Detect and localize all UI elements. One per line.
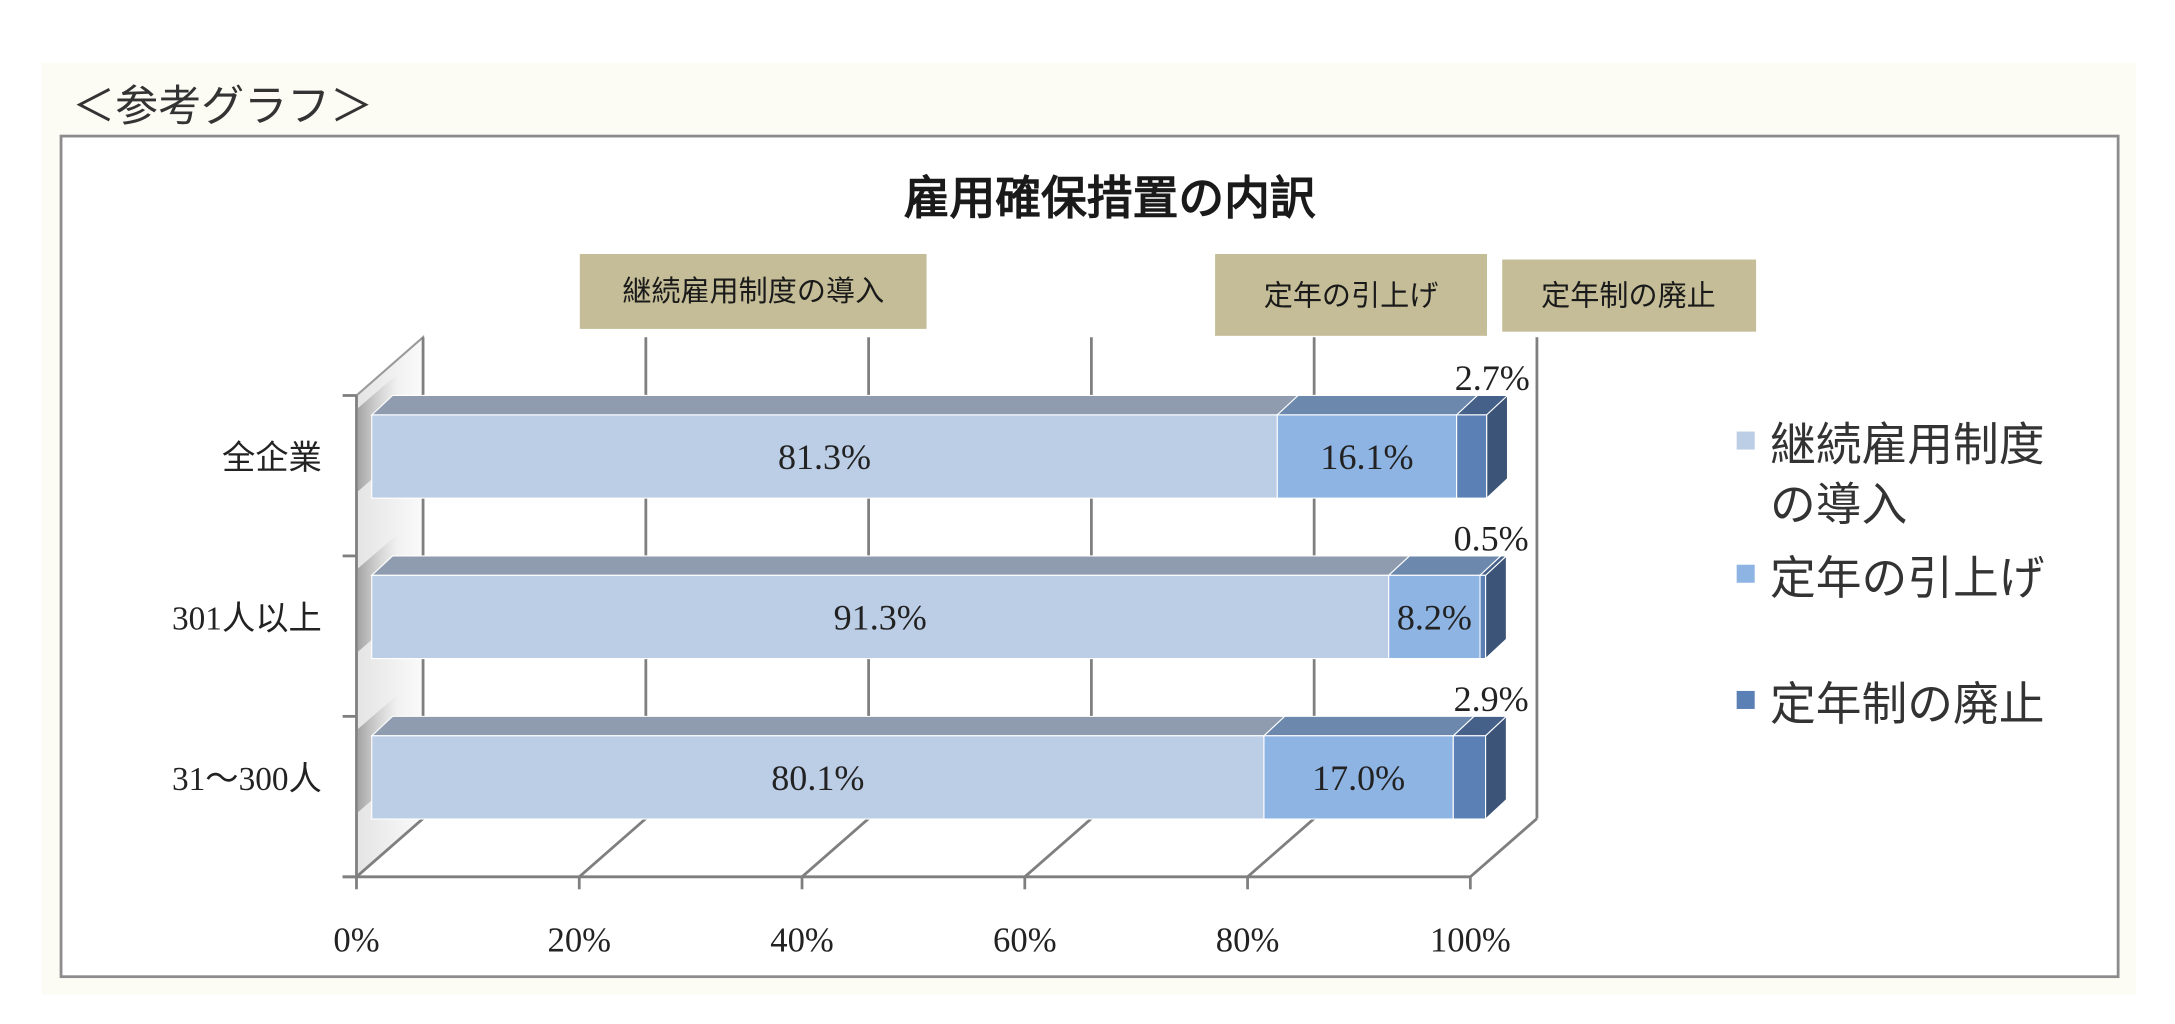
legend-swatch [1736,690,1755,709]
series-callout-2: 定年の引上げ [1215,253,1487,336]
bar-segment-side [1485,715,1507,821]
legend-entry-3: 定年制の廃止 [1736,679,2045,730]
floor-gridline [801,817,870,878]
x-tick-label: 20% [547,922,611,960]
data-label: 81.3% [778,437,871,477]
plot-area: 0% 20% 40% 60% 80% 100% 81.3% 16.1% 2.7% 全企業 91.3%… [172,334,1539,960]
floor-gridline [578,817,647,878]
bar-segment-top [370,715,1287,737]
floor-gridline [355,817,424,878]
bar-group-1: 81.3% 16.1% 2.7% [356,358,1530,500]
series-callout-box [579,253,927,329]
legend-label-line: の導入 [1770,479,1907,530]
category-label: 31～300人 [172,761,322,798]
floor-gridline [1246,817,1316,878]
chart-title: 雇用確保措置の内訳 [904,172,1316,225]
x-tick-label: 100% [1430,922,1511,960]
legend: 継続雇用制度 の導入 定年の引上げ 定年制の廃止 [1736,420,2045,730]
bar-segment-side [1485,554,1507,660]
data-label: 8.2% [1397,597,1472,637]
category-label: 全企業 [222,440,322,477]
bar-segment [1263,735,1454,820]
legend-label-line: 継続雇用制度 [1770,420,2045,471]
bar-segment-top [1262,715,1476,737]
x-tick-label: 60% [993,922,1057,960]
data-label: 16.1% [1320,437,1413,477]
legend-swatch [1736,431,1755,450]
data-label: 91.3% [834,597,927,637]
floor-gridline [1023,817,1093,878]
category-label: 301人以上 [172,600,322,637]
floor-gridline [1469,817,1538,878]
series-callout-3: 定年制の廃止 [1502,259,1757,332]
series-callout-box [1502,259,1757,332]
series-callout-box [1215,253,1487,336]
bar-segment-top [370,394,1300,416]
legend-label-line: 定年の引上げ [1770,553,2045,604]
legend-swatch [1736,564,1755,583]
series-callout-label: 継続雇用制度の導入 [622,275,884,308]
series-callout-label: 定年制の廃止 [1541,279,1716,312]
bar-segment [1276,414,1458,499]
bar-segment [1452,735,1487,820]
bar-segment-top [1275,394,1479,416]
bar-segment-side [1486,394,1509,500]
bar-segment-top [370,555,1411,576]
legend-entry-2: 定年の引上げ [1736,553,2045,604]
x-tick-label: 80% [1216,922,1280,960]
legend-entry-1: 継続雇用制度 の導入 [1736,420,2045,530]
data-label: 2.9% [1454,679,1529,719]
x-tick-label: 0% [333,922,379,960]
bar-segment [1456,414,1488,499]
data-label: 2.7% [1455,358,1530,398]
series-callout-1: 継続雇用制度の導入 [579,253,927,329]
bar-segment [371,735,1265,820]
data-label: 80.1% [771,758,864,798]
bar-segment [371,414,1278,499]
floor [356,818,1537,877]
bar-segment [371,574,1390,660]
bar-segment [1479,574,1487,660]
bar-group-3: 80.1% 17.0% 2.9% [356,679,1529,821]
bar-group-2: 91.3% 8.2% 0.5% [356,518,1529,660]
data-label: 0.5% [1454,518,1529,558]
series-callout-label: 定年の引上げ [1264,279,1439,312]
figure-caption: ＜参考グラフ＞ [72,84,373,131]
bar-segment [1388,574,1481,660]
legend-label-line: 定年制の廃止 [1770,679,2045,730]
data-label: 17.0% [1312,758,1405,798]
x-tick-label: 40% [770,922,834,960]
